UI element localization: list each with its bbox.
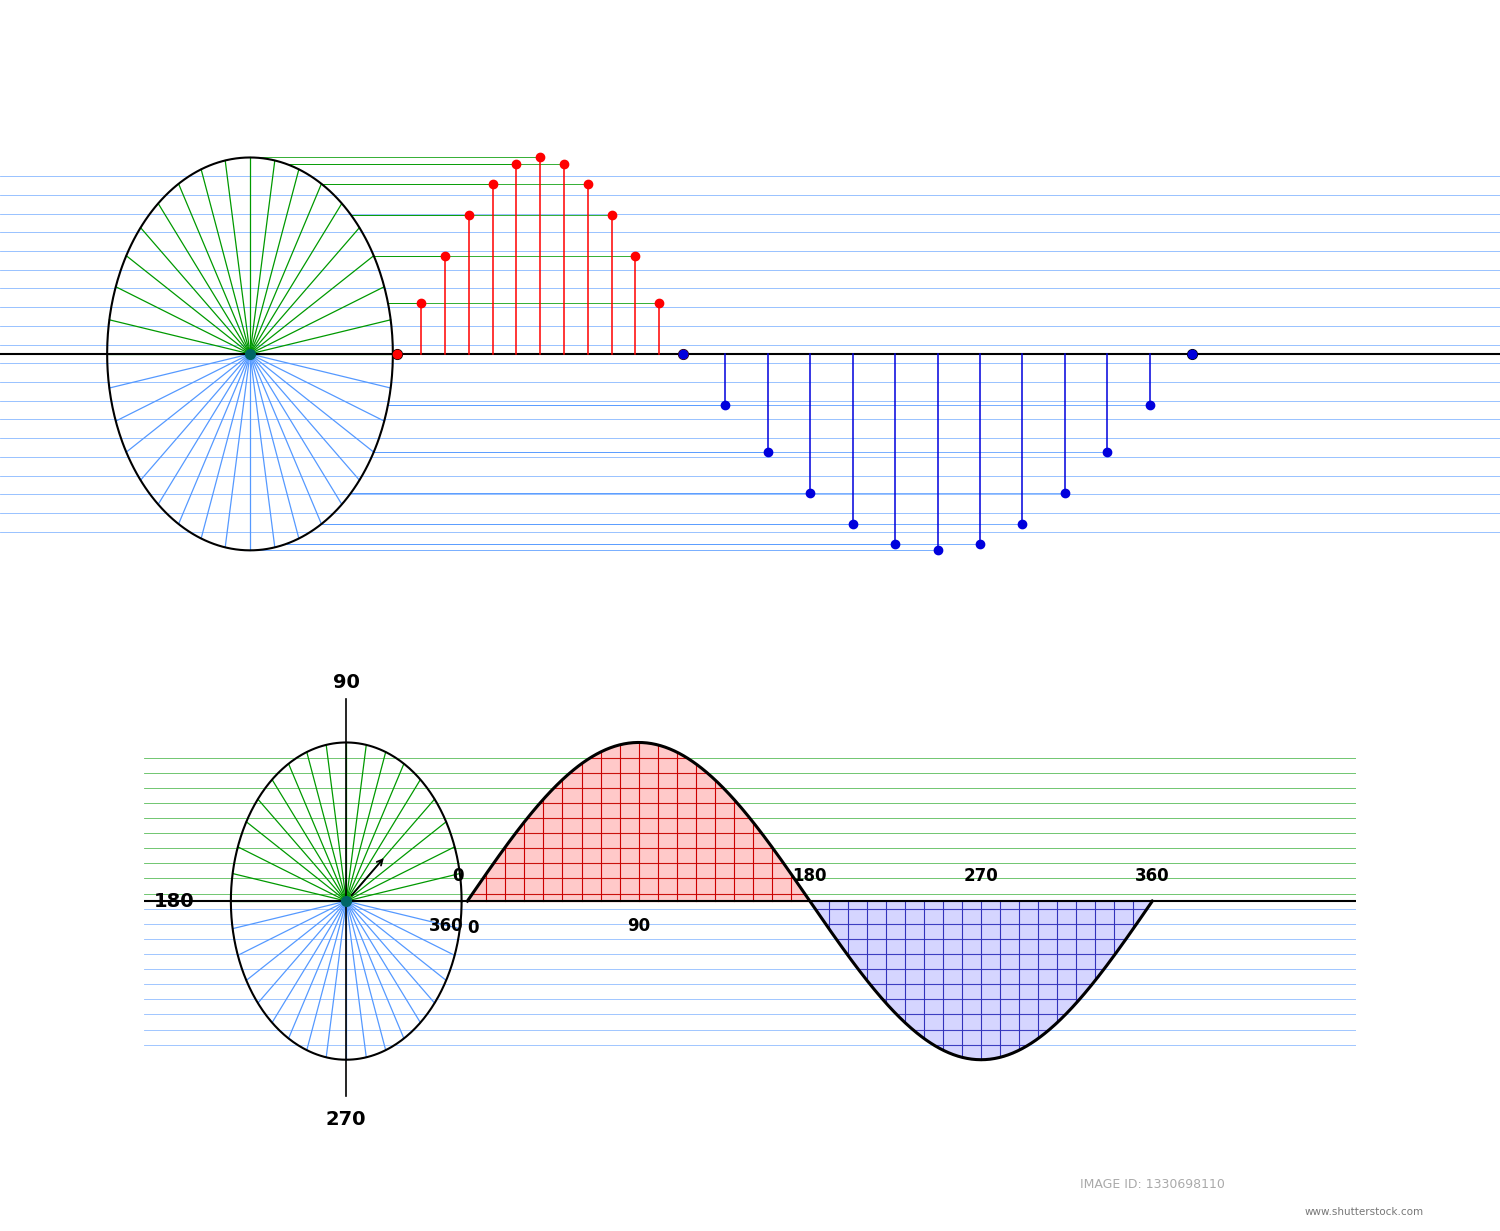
Text: IMAGE ID: 1330698110: IMAGE ID: 1330698110 [1080,1178,1226,1190]
Text: shutterstøck®: shutterstøck® [22,1181,216,1204]
Text: 270: 270 [963,867,999,885]
Text: 270: 270 [326,1110,366,1129]
Text: 180: 180 [154,891,195,911]
Text: 0: 0 [453,867,464,885]
Text: 90: 90 [333,673,360,692]
Text: 360: 360 [1136,867,1170,885]
Text: 180: 180 [792,867,826,885]
Text: 0: 0 [468,920,478,937]
Text: 360: 360 [429,917,464,936]
Text: 90: 90 [627,917,650,936]
Text: www.shutterstock.com: www.shutterstock.com [1305,1206,1424,1216]
